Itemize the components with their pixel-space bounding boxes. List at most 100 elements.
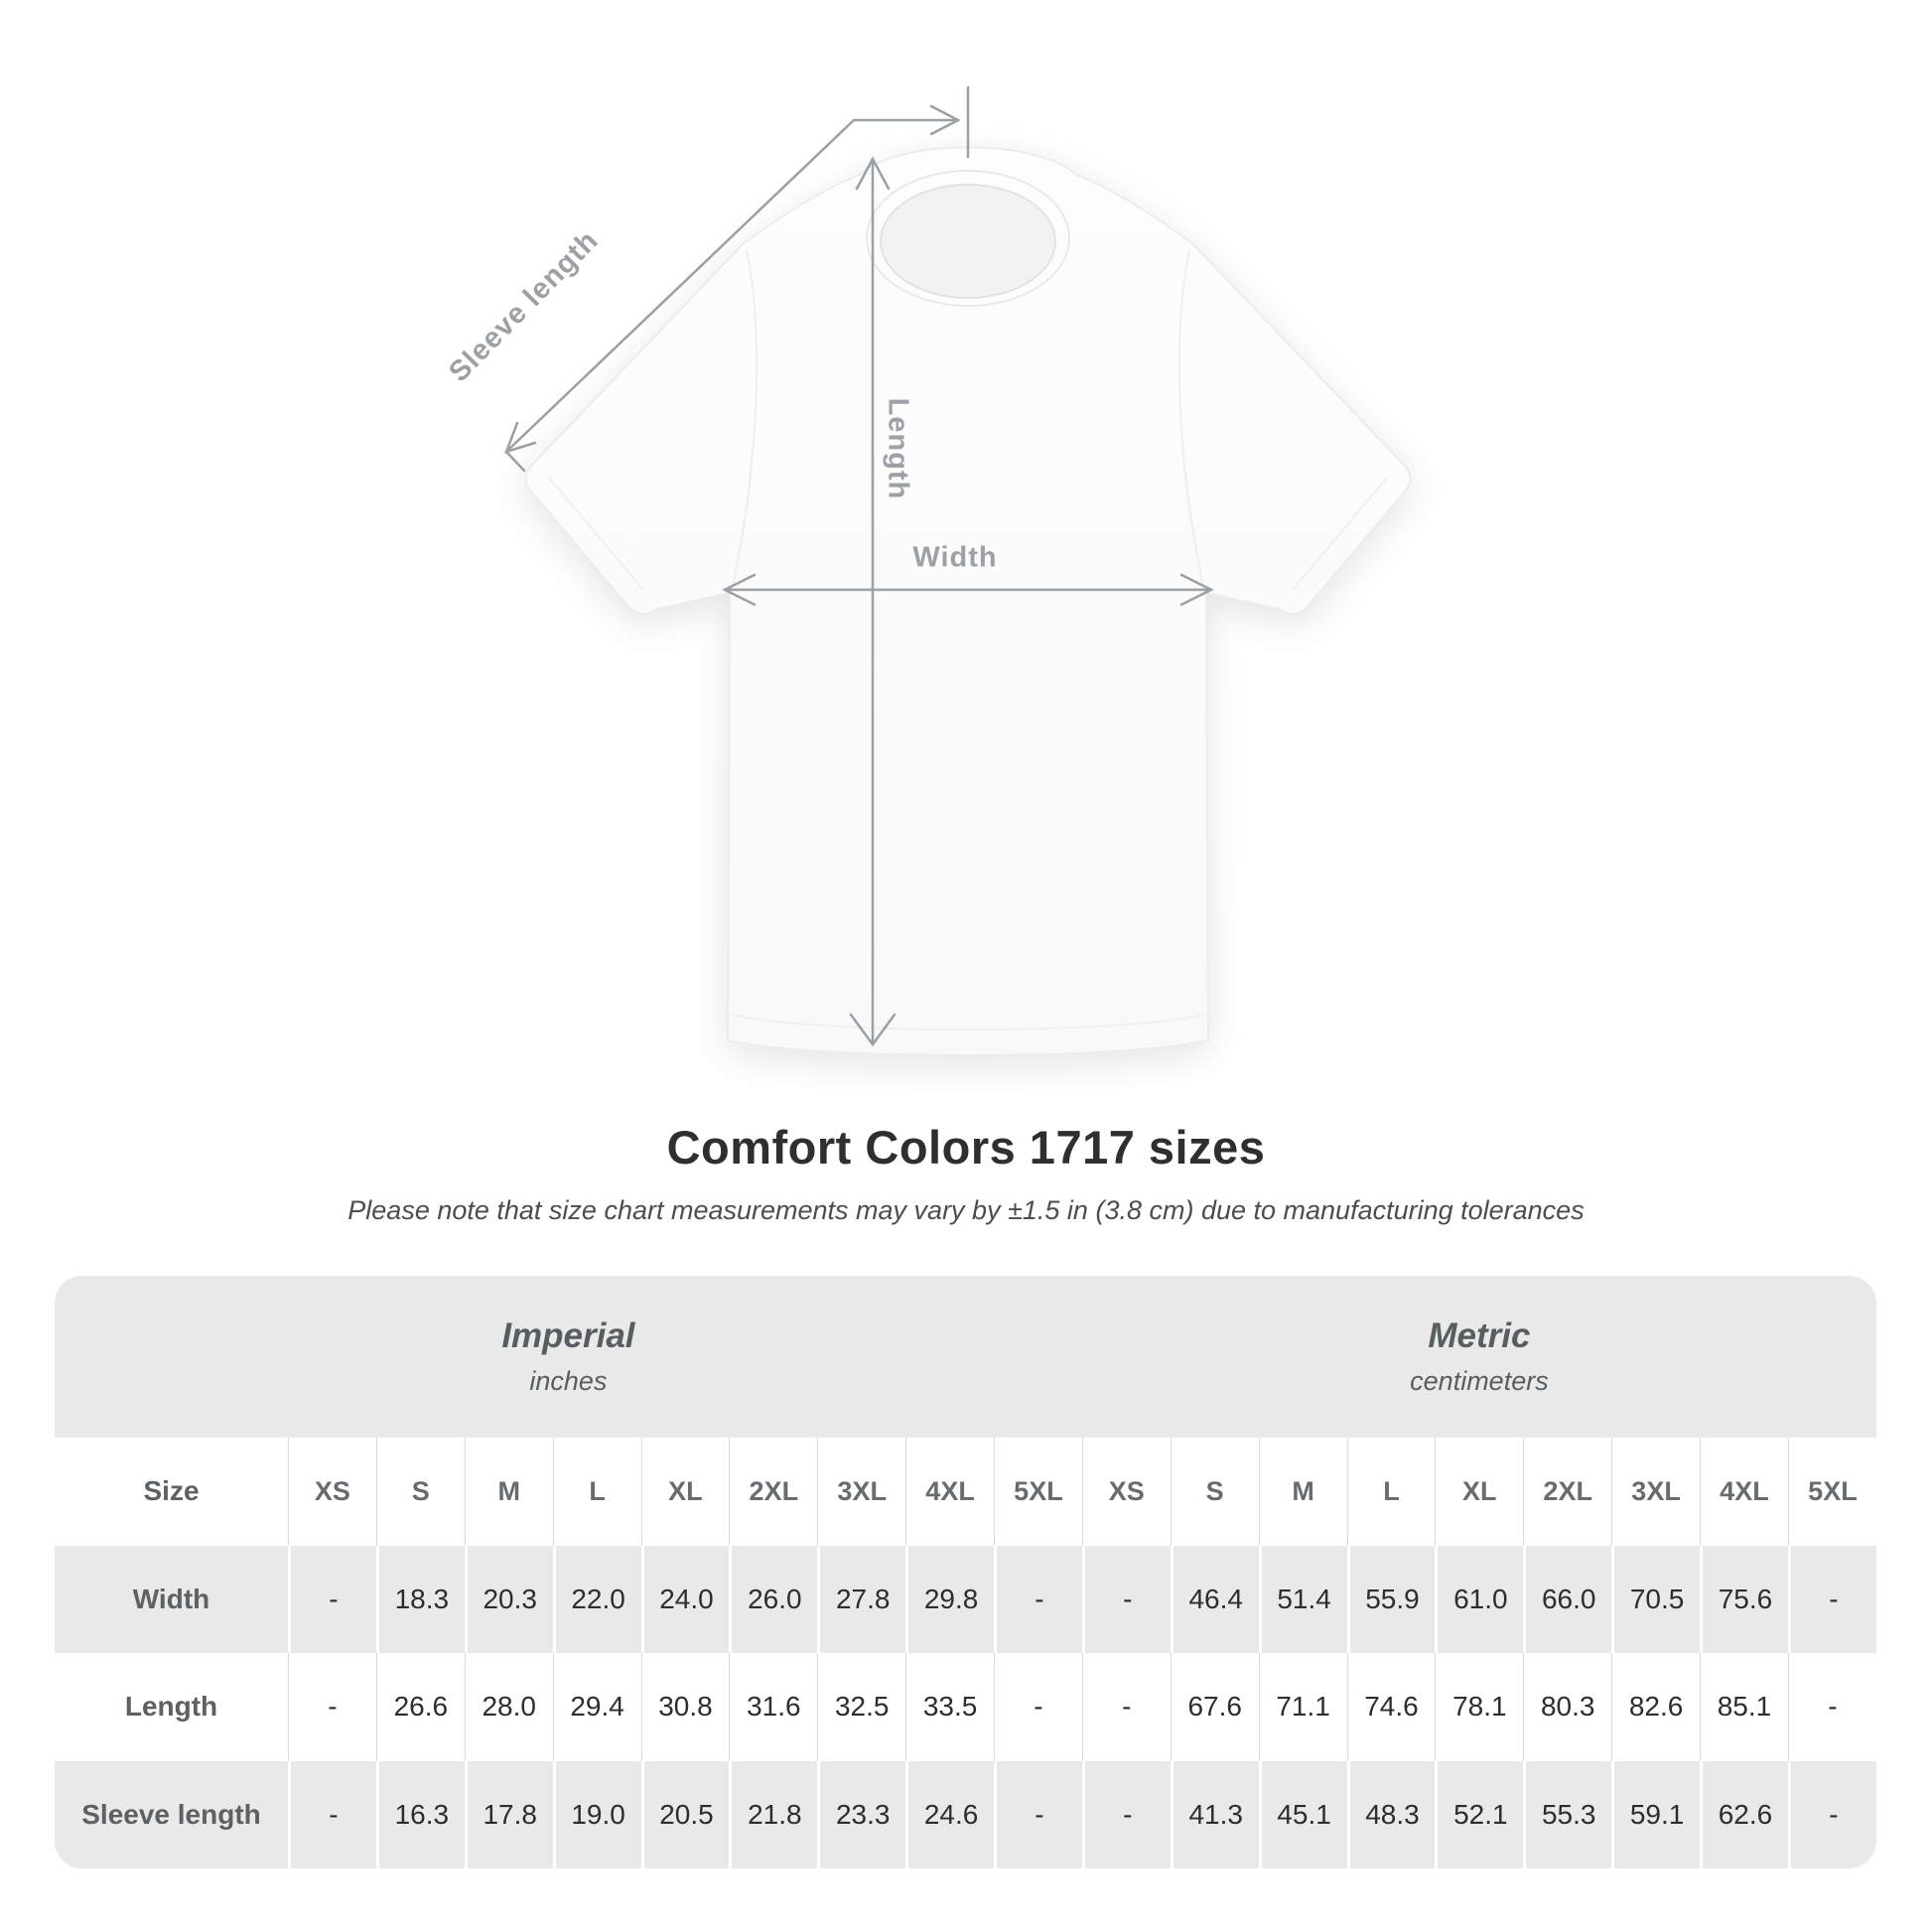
measurement-cell: - bbox=[1787, 1653, 1876, 1761]
measurement-cell: 16.3 bbox=[375, 1760, 465, 1868]
measurement-cell: - bbox=[288, 1760, 376, 1868]
row-label: Sleeve length bbox=[81, 1798, 261, 1830]
sleeve-length-arrow bbox=[503, 104, 961, 473]
measurement-cell: 85.1 bbox=[1700, 1653, 1788, 1761]
measurement-cell: - bbox=[1787, 1545, 1876, 1653]
measurement-cell: 66.0 bbox=[1523, 1545, 1611, 1653]
hem-stitch bbox=[731, 1014, 1205, 1031]
size-col-header: M bbox=[1258, 1438, 1347, 1546]
measurement-cell: 17.8 bbox=[464, 1760, 553, 1868]
measurement-cell: 45.1 bbox=[1258, 1760, 1347, 1868]
metric-unit: centimeters bbox=[1410, 1366, 1549, 1397]
metric-title: Metric bbox=[1428, 1315, 1531, 1355]
measurement-cell: 78.1 bbox=[1435, 1653, 1523, 1761]
size-col-header: 3XL bbox=[817, 1438, 905, 1546]
measurement-cell: 22.0 bbox=[552, 1545, 641, 1653]
measurement-cell: - bbox=[1787, 1760, 1876, 1868]
measurement-cell: 71.1 bbox=[1258, 1653, 1347, 1761]
width-arrow bbox=[722, 573, 1214, 607]
size-col-header: 5XL bbox=[1787, 1438, 1876, 1546]
size-col-header: S bbox=[1170, 1438, 1259, 1546]
measurement-row-length: Length -26.6 28.0 29.4 30.8 31.6 32.5 33.5- -67.… bbox=[55, 1653, 1876, 1761]
width-label: Width bbox=[912, 541, 998, 574]
measurement-cell: 18.3 bbox=[375, 1545, 465, 1653]
size-table-body: Size XS S M L XL 2XL 3XL 4XL 5XL XS S M L XL 2XL 3XL 4XL 5… bbox=[55, 1438, 1876, 1868]
imperial-unit: inches bbox=[529, 1366, 608, 1397]
collar-band bbox=[866, 170, 1070, 307]
size-col-header: 2XL bbox=[1523, 1438, 1611, 1546]
tshirt-illustration bbox=[503, 85, 1412, 1056]
measurement-cell: 31.6 bbox=[729, 1653, 817, 1761]
page-subtitle: Please note that size chart measurements… bbox=[347, 1195, 1585, 1225]
measurement-cell: 20.5 bbox=[640, 1760, 730, 1868]
collar-opening bbox=[880, 184, 1056, 299]
tshirt-diagram: Sleeve length Length Width bbox=[443, 85, 1412, 1056]
measurement-cell: 26.6 bbox=[375, 1653, 465, 1761]
size-col-header: 3XL bbox=[1611, 1438, 1700, 1546]
size-col-header: L bbox=[552, 1438, 641, 1546]
measurement-cell: 55.3 bbox=[1523, 1760, 1611, 1868]
measurement-cell: 20.3 bbox=[464, 1545, 553, 1653]
size-col-header: XS bbox=[1081, 1438, 1171, 1546]
size-col-header: XL bbox=[1435, 1438, 1523, 1546]
measurement-cell: 30.8 bbox=[640, 1653, 730, 1761]
measurement-cell: 52.1 bbox=[1435, 1760, 1523, 1868]
right-sleeve-seam bbox=[1177, 249, 1205, 592]
measurement-cell: 27.8 bbox=[817, 1545, 905, 1653]
left-sleeve-seam bbox=[731, 249, 759, 592]
measurement-cell: 24.6 bbox=[905, 1760, 994, 1868]
measurement-cell: 41.3 bbox=[1170, 1760, 1259, 1868]
size-table-card: Imperial inches Metric centimeters Size X… bbox=[55, 1276, 1876, 1868]
size-col-header: 2XL bbox=[729, 1438, 817, 1546]
measurement-cell: - bbox=[994, 1760, 1082, 1868]
row-label: Length bbox=[124, 1691, 218, 1723]
measurement-cell: 59.1 bbox=[1611, 1760, 1700, 1868]
units-header-row: Imperial inches Metric centimeters bbox=[55, 1276, 1876, 1438]
measurement-cell: 74.6 bbox=[1346, 1653, 1436, 1761]
measurement-cell: 24.0 bbox=[640, 1545, 730, 1653]
measurement-cell: 75.6 bbox=[1700, 1545, 1788, 1653]
row-label: Width bbox=[132, 1583, 210, 1614]
measurement-cell: 70.5 bbox=[1611, 1545, 1700, 1653]
measurement-cell: 21.8 bbox=[729, 1760, 817, 1868]
measurement-cell: - bbox=[994, 1545, 1082, 1653]
size-col-header: 5XL bbox=[994, 1438, 1082, 1546]
left-cuff-stitch bbox=[547, 476, 644, 591]
size-column-title: Size bbox=[143, 1475, 200, 1507]
length-arrow bbox=[849, 156, 897, 1047]
right-cuff-stitch bbox=[1292, 476, 1389, 591]
measurement-cell: 32.5 bbox=[817, 1653, 905, 1761]
size-col-header: 4XL bbox=[1700, 1438, 1788, 1546]
measurement-cell: - bbox=[288, 1545, 376, 1653]
size-col-header: L bbox=[1346, 1438, 1436, 1546]
measurement-cell: - bbox=[994, 1653, 1082, 1761]
measurement-cell: - bbox=[1081, 1545, 1171, 1653]
size-col-header: M bbox=[464, 1438, 553, 1546]
measurement-cell: 29.8 bbox=[905, 1545, 994, 1653]
measurement-cell: - bbox=[1081, 1653, 1171, 1761]
length-label: Length bbox=[882, 397, 914, 500]
imperial-title: Imperial bbox=[501, 1315, 635, 1355]
measurement-row-width: Width -18.3 20.3 22.0 24.0 26.0 27.8 29.8- -46.4… bbox=[55, 1545, 1876, 1653]
measurement-cell: 48.3 bbox=[1346, 1760, 1436, 1868]
size-col-header: 4XL bbox=[905, 1438, 994, 1546]
size-header-row: Size XS S M L XL 2XL 3XL 4XL 5XL XS S M L XL 2XL 3XL 4XL 5… bbox=[55, 1438, 1876, 1546]
tshirt-shape bbox=[524, 146, 1412, 1056]
size-col-header: XL bbox=[640, 1438, 730, 1546]
metric-group-header: Metric centimeters bbox=[1082, 1276, 1876, 1438]
measurement-cell: 62.6 bbox=[1700, 1760, 1788, 1868]
measurement-cell: - bbox=[288, 1653, 376, 1761]
measurement-cell: 28.0 bbox=[464, 1653, 553, 1761]
page-title: Comfort Colors 1717 sizes bbox=[666, 1121, 1266, 1173]
measurement-cell: 80.3 bbox=[1523, 1653, 1611, 1761]
measurement-cell: 19.0 bbox=[552, 1760, 641, 1868]
measurement-cell: 67.6 bbox=[1170, 1653, 1259, 1761]
measurement-cell: - bbox=[1081, 1760, 1171, 1868]
measurement-cell: 46.4 bbox=[1170, 1545, 1259, 1653]
measurement-cell: 33.5 bbox=[905, 1653, 994, 1761]
measurement-cell: 61.0 bbox=[1435, 1545, 1523, 1653]
size-col-header: S bbox=[375, 1438, 465, 1546]
measurement-cell: 82.6 bbox=[1611, 1653, 1700, 1761]
measurement-cell: 29.4 bbox=[552, 1653, 641, 1761]
